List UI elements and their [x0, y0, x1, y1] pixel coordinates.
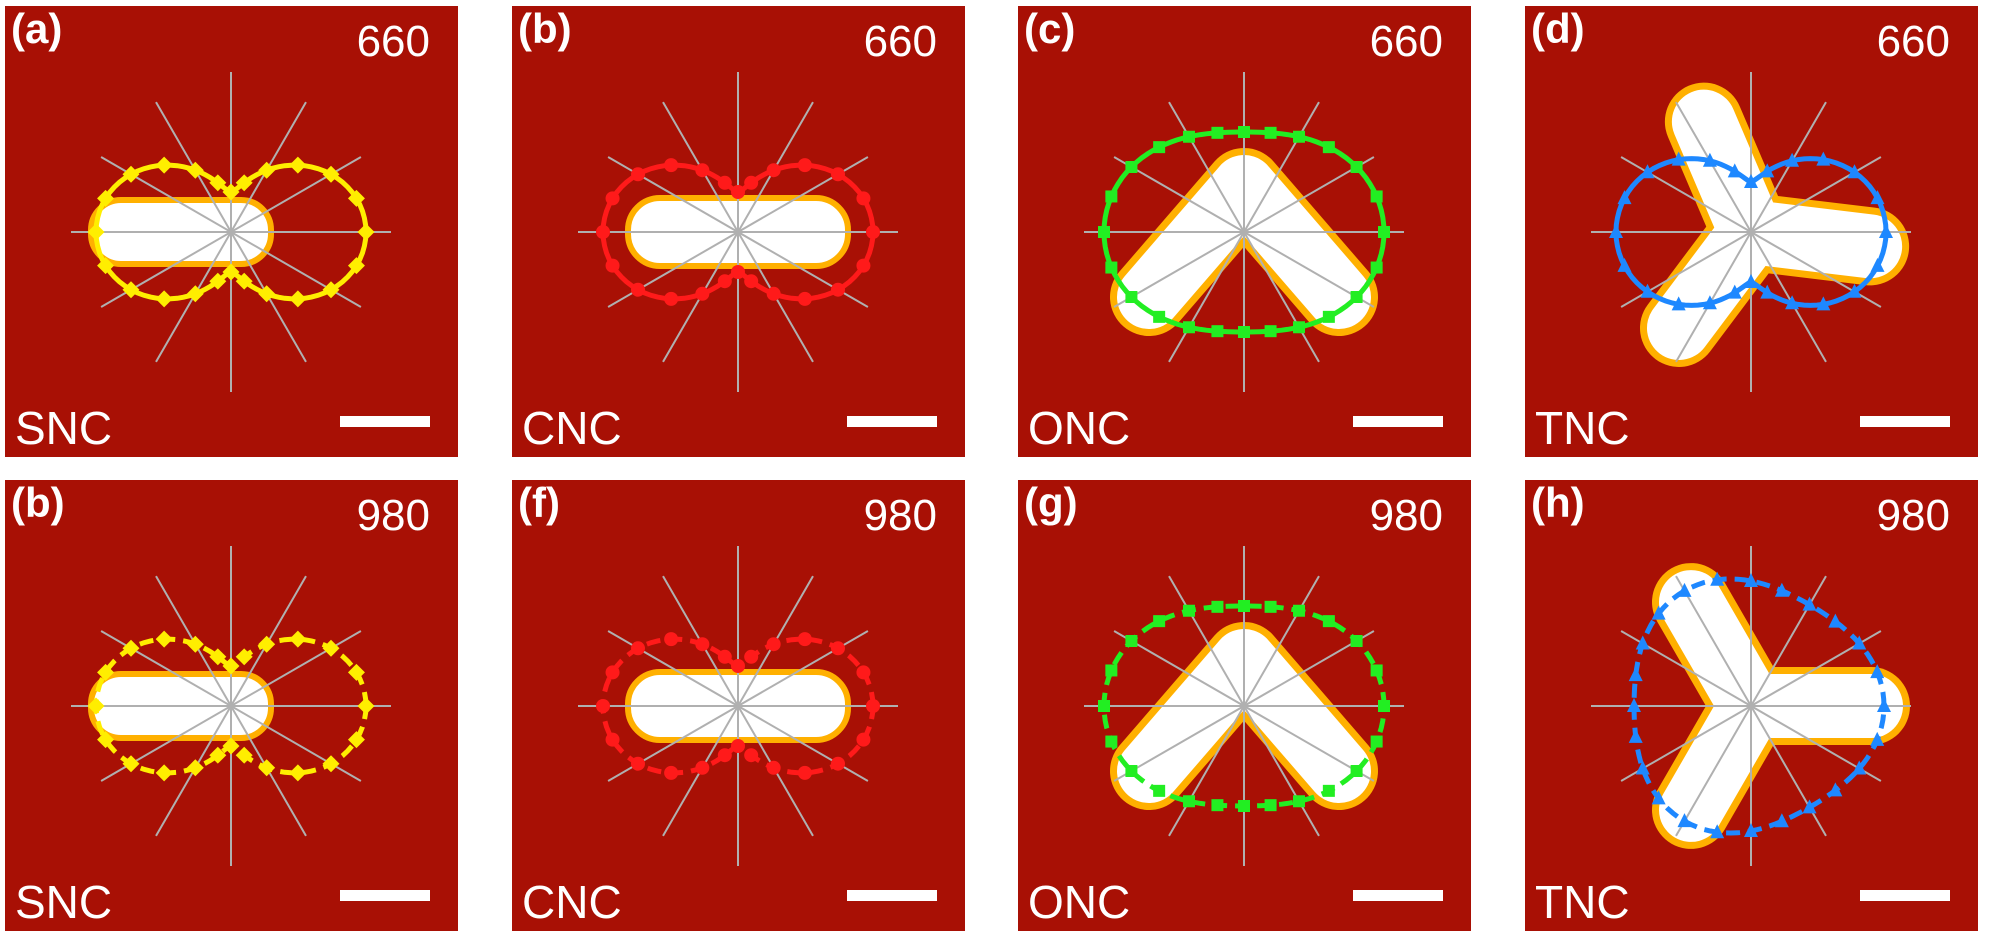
- figure-panel: (f) 980 CNC: [512, 480, 965, 931]
- figure-panel: (a) 660 SNC: [5, 6, 458, 457]
- panel-label: (a): [11, 6, 63, 52]
- scale-bar: [1353, 416, 1443, 427]
- figure-panel: (b) 660 CNC: [512, 6, 965, 457]
- figure-panel: (h) 980 TNC: [1525, 480, 1978, 931]
- wavelength-label: 980: [863, 491, 937, 540]
- sample-label: CNC: [522, 876, 622, 928]
- scale-bar: [1860, 416, 1950, 427]
- polar-plot: [1084, 546, 1404, 866]
- sample-label: ONC: [1028, 402, 1131, 454]
- sample-label: SNC: [15, 876, 113, 928]
- sample-label: SNC: [15, 402, 113, 454]
- panel-label: (b): [11, 480, 65, 526]
- polar-plot: [71, 546, 391, 866]
- wavelength-label: 980: [356, 491, 430, 540]
- wavelength-label: 660: [1876, 17, 1950, 66]
- scale-bar: [1353, 890, 1443, 901]
- wavelength-label: 660: [356, 17, 430, 66]
- panel-label: (d): [1531, 6, 1585, 52]
- figure-panel: (b) 980 SNC: [5, 480, 458, 931]
- figure-panel: (c) 660 ONC: [1018, 6, 1471, 457]
- scale-bar: [340, 416, 430, 427]
- scale-bar: [340, 890, 430, 901]
- wavelength-label: 980: [1876, 491, 1950, 540]
- scale-bar: [847, 890, 937, 901]
- panel-label: (c): [1024, 6, 1076, 52]
- figure-panel: (g) 980 ONC: [1018, 480, 1471, 931]
- sample-label: CNC: [522, 402, 622, 454]
- sample-label: ONC: [1028, 876, 1131, 928]
- polar-plot: [578, 546, 898, 866]
- panel-label: (f): [518, 480, 560, 526]
- scale-bar: [847, 416, 937, 427]
- panel-label: (h): [1531, 480, 1585, 526]
- panel-label: (g): [1024, 480, 1078, 526]
- polar-plot: [578, 72, 898, 392]
- polar-plot: [1591, 546, 1911, 866]
- wavelength-label: 980: [1369, 491, 1443, 540]
- figure-panel: (d) 660 TNC: [1525, 6, 1978, 457]
- wavelength-label: 660: [863, 17, 937, 66]
- wavelength-label: 660: [1369, 17, 1443, 66]
- polar-plot: [1591, 72, 1911, 392]
- polar-plot: [71, 72, 391, 392]
- sample-label: TNC: [1535, 876, 1630, 928]
- sample-label: TNC: [1535, 402, 1630, 454]
- polar-plot: [1084, 72, 1404, 392]
- scale-bar: [1860, 890, 1950, 901]
- panel-label: (b): [518, 6, 572, 52]
